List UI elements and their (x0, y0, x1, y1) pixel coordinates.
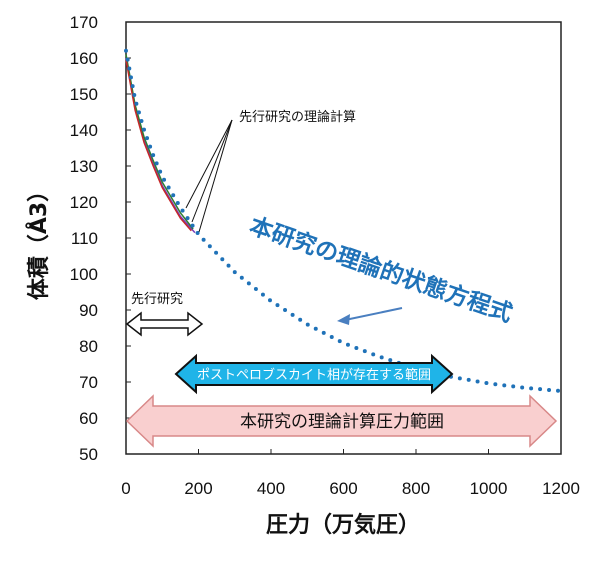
y-tick-label: 140 (70, 121, 98, 140)
x-tick-label: 600 (329, 479, 357, 498)
x-axis-ticks: 0 200 400 600 800 1000 1200 (121, 449, 580, 498)
y-tick-label: 120 (70, 193, 98, 212)
y-axis-ticks: 50 60 70 80 90 100 110 120 130 140 150 160 170 (70, 13, 131, 464)
series-group (124, 48, 563, 393)
y-tick-label: 130 (70, 157, 98, 176)
prior-range-arrow (125, 311, 204, 337)
y-tick-label: 170 (70, 13, 98, 32)
y-tick-label: 100 (70, 265, 98, 284)
plot-frame (125, 21, 562, 455)
pointer-line-1 (185, 119, 233, 209)
x-tick-label: 1000 (470, 479, 508, 498)
series-line-eos (124, 48, 563, 393)
annotation-prior-range: 先行研究 (131, 292, 183, 307)
y-tick-label: 60 (79, 409, 98, 428)
x-axis-title: 圧力（万気圧） (266, 512, 420, 538)
y-tick-label: 110 (71, 229, 98, 248)
annotation-this-range: 本研究の理論計算圧力範囲 (240, 412, 444, 432)
x-tick-label: 1200 (542, 479, 580, 498)
y-tick-label: 90 (79, 301, 98, 320)
x-tick-label: 0 (121, 479, 130, 498)
pointer-line-3 (198, 119, 233, 233)
y-tick-label: 80 (79, 337, 98, 356)
pointer-line-2 (191, 119, 233, 223)
y-tick-label: 70 (79, 373, 98, 392)
eos-pointer-arrowhead (337, 314, 350, 325)
x-tick-label: 200 (184, 479, 212, 498)
ppv-range-arrow (174, 353, 454, 395)
y-axis-title: 体積（Å3） (26, 180, 52, 300)
eos-pointer-line (344, 307, 403, 321)
x-tick-label: 400 (257, 479, 285, 498)
annotation-ppv-range: ポストペロブスカイト相が存在する範囲 (197, 367, 431, 383)
annotation-prior-calc: 先行研究の理論計算 (239, 109, 356, 125)
this-range-arrow (125, 394, 558, 448)
y-tick-label: 50 (79, 445, 98, 464)
x-tick-label: 800 (402, 479, 430, 498)
y-tick-label: 160 (70, 49, 98, 68)
series-line-prior-calc (125, 59, 192, 232)
y-tick-label: 150 (70, 85, 98, 104)
